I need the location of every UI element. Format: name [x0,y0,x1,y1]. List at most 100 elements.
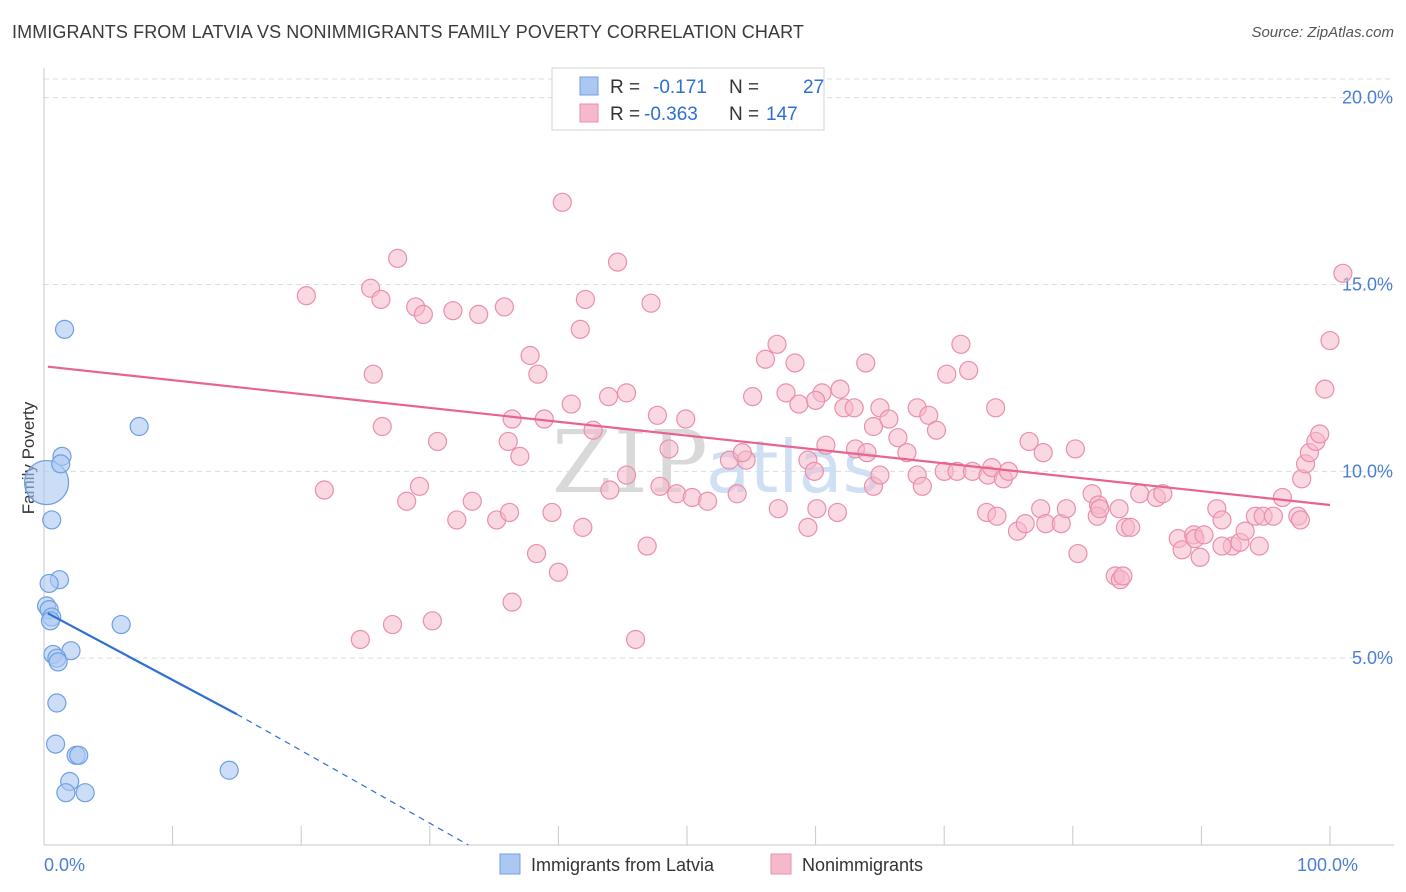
nonimmigrants-point [776,383,796,403]
nonimmigrants-point [1315,379,1335,399]
nonimmigrants-point [625,629,646,650]
nonimmigrants-point [1320,330,1340,351]
nonimmigrants-point [659,439,679,459]
nonimmigrants-point [510,446,530,466]
chart-title: IMMIGRANTS FROM LATVIA VS NONIMMIGRANTS … [12,22,804,42]
nonimmigrants-point [1272,487,1293,508]
y-tick-label: 15.0% [1342,275,1393,295]
nonimmigrants-point [1121,517,1141,537]
nonimmigrants-point [498,431,518,452]
bottom-legend-swatch-latvia [499,853,521,875]
nonimmigrants-point [888,428,908,448]
nonimmigrants-point [647,405,668,425]
nonimmigrants-point [830,379,850,399]
nonimmigrants-point [528,364,548,384]
latvia-point [47,693,67,713]
latvia-point [111,614,131,635]
nonimmigrants-point [443,301,463,321]
latvia-point [69,745,89,765]
nonimmigrants-point [397,491,417,511]
nonimmigrants-point [1235,521,1255,541]
nonimmigrants-point [1263,506,1284,526]
nonimmigrants-point [807,499,827,519]
legend-r-value-latvia: -0.171 [653,77,707,98]
nonimmigrants-point [856,353,876,373]
latvia-point [129,416,149,437]
nonimmigrants-point [1090,499,1110,519]
latvia-point [39,573,59,594]
legend-n-label-nonimmigrants: N = [729,104,759,125]
nonimmigrants-point [1310,424,1330,444]
nonimmigrants-point [879,409,899,429]
nonimmigrants-point [371,289,391,310]
nonimmigrants-point [363,364,383,384]
legend-n-label-latvia: N = [729,77,759,98]
nonimmigrants-point [727,484,747,504]
legend-swatch-latvia [579,76,599,96]
nonimmigrants-point [600,480,620,500]
y-tick-label: 20.0% [1342,88,1393,108]
latvia-point [56,783,76,803]
nonimmigrants-point [1194,525,1214,545]
nonimmigrants-point [616,383,637,403]
nonimmigrants-point [926,420,947,440]
legend-r-label-nonimmigrants: R = [610,104,640,125]
latvia-point [48,652,68,672]
latvia-point [51,454,71,474]
nonimmigrants-point [350,629,370,650]
nonimmigrants-point [937,364,957,384]
nonimmigrants-point [755,349,776,369]
nonimmigrants-point [502,592,522,612]
nonimmigrants-point [1033,443,1053,463]
nonimmigrants-trend-line [47,365,1331,507]
nonimmigrants-point [986,398,1006,418]
legend-swatch-nonimmigrants [579,103,599,123]
nonimmigrants-point [296,286,316,306]
nonimmigrants-point [676,409,696,429]
nonimmigrants-point [575,289,596,310]
nonimmigrants-point [409,476,430,496]
nonimmigrants-point [742,387,763,407]
bottom-legend-swatch-nonimmigrants [770,853,792,875]
nonimmigrants-point [382,614,403,635]
nonimmigrants-point [857,443,877,463]
nonimmigrants-point [607,252,628,272]
nonimmigrants-point [827,502,848,523]
nonimmigrants-point [573,517,593,537]
legend-r-label-latvia: R = [610,77,640,98]
nonimmigrants-point [1015,514,1035,534]
nonimmigrants-point [1153,484,1173,504]
nonimmigrants-point [388,248,408,268]
nonimmigrants-point [499,502,520,523]
latvia-point [45,734,66,754]
nonimmigrants-point [863,416,884,437]
nonimmigrants-point [469,304,489,325]
nonimmigrants-point [768,499,788,519]
nonimmigrants-point [422,611,442,631]
nonimmigrants-point [798,517,818,537]
y-tick-labels: 5.0% 10.0% 15.0% 20.0% [1342,88,1393,668]
nonimmigrants-point [1130,484,1150,504]
nonimmigrants-point [526,543,547,564]
nonimmigrants-point [1212,510,1232,530]
nonimmigrants-point [502,409,522,429]
nonimmigrants-point [897,443,917,463]
source-credit: Source: ZipAtlas.com [1251,24,1394,41]
nonimmigrants-point [732,443,752,463]
nonimmigrants-point [1212,536,1232,556]
nonimmigrants-point [542,502,562,523]
nonimmigrants-point [520,345,540,366]
nonimmigrants-point [697,491,718,511]
latvia-point [75,783,95,803]
nonimmigrants-point [987,506,1007,526]
nonimmigrants-point [1068,543,1088,564]
nonimmigrants-point [951,334,971,354]
nonimmigrants-point [548,562,569,582]
nonimmigrants-point [844,398,864,418]
nonimmigrants-point [1172,540,1192,560]
nonimmigrants-point [372,416,392,437]
axes [43,68,1394,846]
nonimmigrants-point [314,480,334,500]
nonimmigrants-point [561,394,581,414]
